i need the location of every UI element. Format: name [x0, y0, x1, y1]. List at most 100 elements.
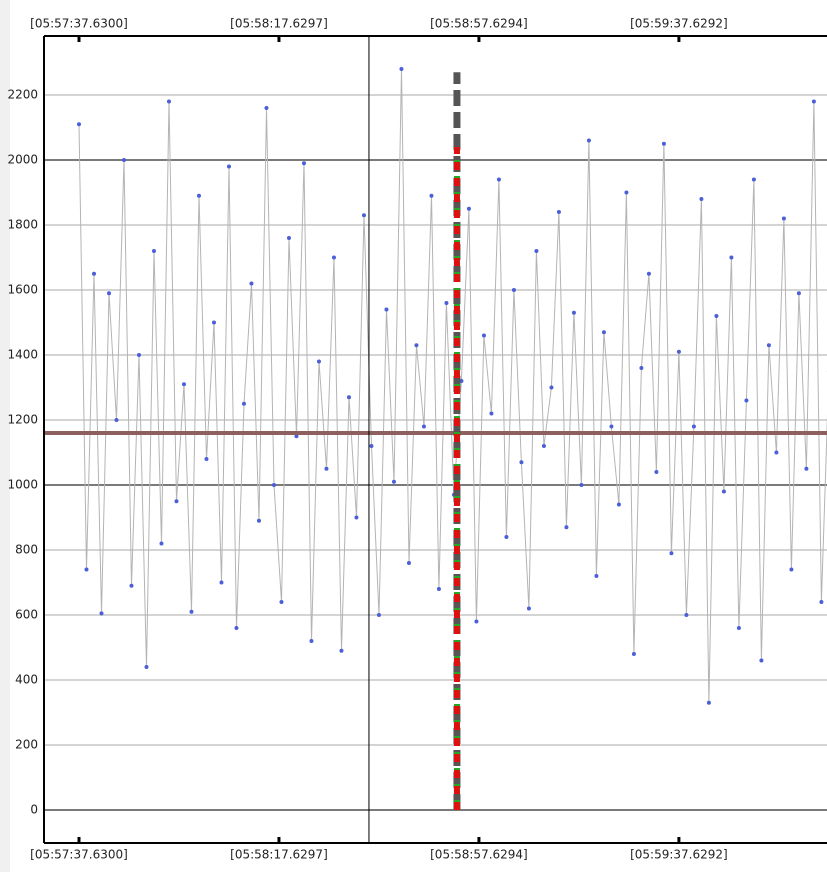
data-point: [316, 359, 321, 364]
data-point: [481, 333, 486, 338]
data-point: [91, 271, 96, 276]
data-point: [286, 235, 291, 240]
data-point: [249, 281, 254, 286]
data-point: [729, 255, 734, 260]
data-point: [669, 551, 674, 556]
data-point: [226, 164, 231, 169]
data-point: [661, 141, 666, 146]
data-point: [691, 424, 696, 429]
data-point: [331, 255, 336, 260]
data-point: [301, 161, 306, 166]
data-point: [751, 177, 756, 182]
data-point: [579, 483, 584, 488]
data-point: [294, 434, 299, 439]
y-tick-label: 200: [15, 738, 38, 752]
data-point: [759, 658, 764, 663]
data-point: [279, 600, 284, 605]
y-tick-label: 1400: [7, 347, 38, 361]
data-point: [504, 535, 509, 540]
data-point: [84, 567, 89, 572]
data-point: [324, 466, 329, 471]
data-point: [511, 287, 516, 292]
y-tick-label: 600: [15, 608, 38, 622]
data-point: [616, 502, 621, 507]
data-point: [789, 567, 794, 572]
data-point: [196, 193, 201, 198]
data-point: [541, 444, 546, 449]
data-point: [376, 613, 381, 618]
data-point: [174, 499, 179, 504]
data-point: [189, 609, 194, 614]
data-point: [421, 424, 426, 429]
y-tick-label: 1200: [7, 412, 38, 426]
data-point: [384, 307, 389, 312]
x-tick-label: [05:58:57.6294]: [430, 848, 528, 862]
data-point: [391, 479, 396, 484]
grid: [44, 93, 827, 812]
x-tick-label: [05:58:17.6297]: [230, 17, 328, 31]
data-point: [631, 652, 636, 657]
y-tick-label: 1800: [7, 217, 38, 231]
data-point: [234, 626, 239, 631]
data-point: [496, 177, 501, 182]
data-point: [646, 271, 651, 276]
data-point: [736, 626, 741, 631]
data-point: [609, 424, 614, 429]
x-tick-label: [05:58:57.6294]: [430, 17, 528, 31]
data-point: [76, 122, 81, 127]
data-point: [271, 483, 276, 488]
data-point: [99, 611, 104, 616]
axes: 0 200 400 600 800 1000 1200 1400 1600 1800 2000 220…: [7, 17, 827, 862]
data-point: [819, 600, 824, 605]
y-tick-label: 400: [15, 673, 38, 687]
data-point: [796, 291, 801, 296]
data-point: [414, 343, 419, 348]
data-point: [369, 444, 374, 449]
x-tick-label: [05:58:17.6297]: [230, 848, 328, 862]
data-point: [676, 349, 681, 354]
data-point: [219, 580, 224, 585]
data-point: [264, 105, 269, 110]
plot-area: [45, 37, 827, 842]
data-point: [466, 206, 471, 211]
chart-background: [10, 0, 827, 872]
x-tick-label: [05:59:37.6292]: [630, 848, 728, 862]
data-point: [556, 209, 561, 214]
data-point: [361, 213, 366, 218]
data-point: [714, 313, 719, 318]
data-point: [519, 460, 524, 465]
data-point: [444, 300, 449, 305]
data-point: [474, 619, 479, 624]
data-point: [811, 99, 816, 104]
data-point: [354, 515, 359, 520]
data-point: [429, 193, 434, 198]
data-point: [159, 541, 164, 546]
data-point: [436, 587, 441, 592]
x-tick-label: [05:57:37.6300]: [30, 17, 128, 31]
data-point: [136, 352, 141, 357]
data-point: [489, 411, 494, 416]
data-point: [594, 574, 599, 579]
data-point: [144, 665, 149, 670]
data-point: [624, 190, 629, 195]
data-point: [204, 457, 209, 462]
data-point: [706, 700, 711, 705]
data-point: [564, 525, 569, 530]
data-point: [346, 395, 351, 400]
data-point: [721, 489, 726, 494]
y-tick-label: 0: [30, 803, 38, 817]
data-point: [699, 196, 704, 201]
data-point: [654, 470, 659, 475]
data-point: [106, 291, 111, 296]
data-point: [181, 382, 186, 387]
data-point: [406, 561, 411, 566]
data-point: [766, 343, 771, 348]
data-point: [121, 157, 126, 162]
data-point: [309, 639, 314, 644]
data-point: [166, 99, 171, 104]
data-point: [534, 248, 539, 253]
y-tick-label: 800: [15, 543, 38, 557]
data-point: [684, 613, 689, 618]
data-point: [601, 330, 606, 335]
